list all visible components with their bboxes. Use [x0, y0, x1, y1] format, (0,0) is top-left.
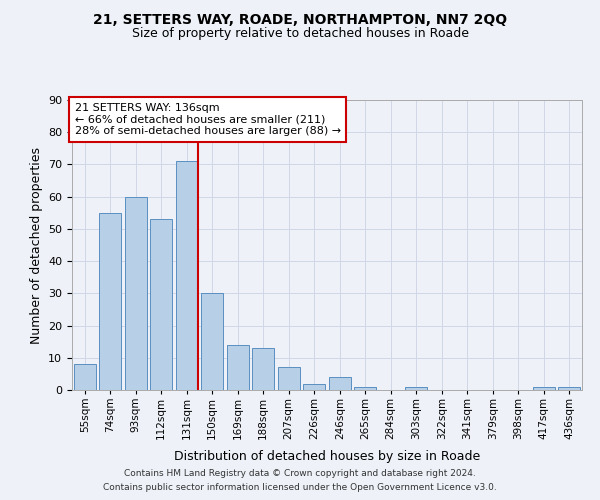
Bar [176, 161, 197, 390]
Bar [202, 294, 223, 390]
Bar [406, 387, 427, 390]
Bar [329, 377, 350, 390]
Text: 21, SETTERS WAY, ROADE, NORTHAMPTON, NN7 2QQ: 21, SETTERS WAY, ROADE, NORTHAMPTON, NN7… [93, 12, 507, 26]
Bar [100, 213, 121, 390]
Text: Contains public sector information licensed under the Open Government Licence v3: Contains public sector information licen… [103, 484, 497, 492]
Text: 21 SETTERS WAY: 136sqm
← 66% of detached houses are smaller (211)
28% of semi-de: 21 SETTERS WAY: 136sqm ← 66% of detached… [74, 103, 341, 136]
Bar [304, 384, 325, 390]
Bar [533, 387, 554, 390]
Bar [253, 348, 274, 390]
X-axis label: Distribution of detached houses by size in Roade: Distribution of detached houses by size … [174, 450, 480, 463]
Y-axis label: Number of detached properties: Number of detached properties [29, 146, 43, 344]
Bar [227, 345, 248, 390]
Bar [278, 368, 299, 390]
Bar [151, 219, 172, 390]
Bar [74, 364, 95, 390]
Text: Contains HM Land Registry data © Crown copyright and database right 2024.: Contains HM Land Registry data © Crown c… [124, 468, 476, 477]
Bar [125, 196, 146, 390]
Bar [355, 387, 376, 390]
Bar [559, 387, 580, 390]
Text: Size of property relative to detached houses in Roade: Size of property relative to detached ho… [131, 28, 469, 40]
